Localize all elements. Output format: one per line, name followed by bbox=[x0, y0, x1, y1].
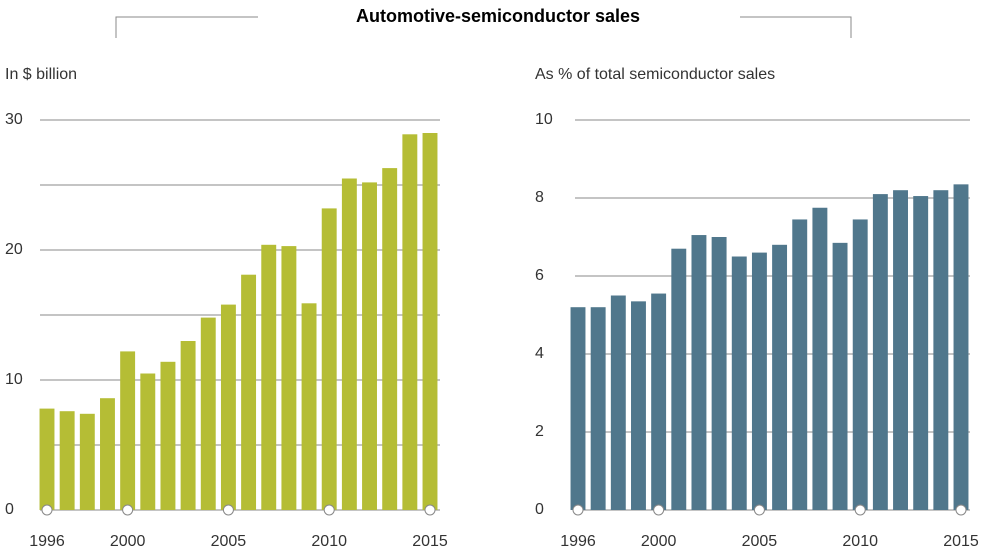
bar bbox=[913, 196, 929, 511]
y-tick-label: 4 bbox=[535, 345, 544, 362]
bar bbox=[220, 304, 236, 510]
title: Automotive-semiconductor sales bbox=[356, 6, 640, 26]
x-tick-marker bbox=[424, 504, 436, 516]
bar bbox=[872, 194, 888, 510]
x-tick-marker bbox=[955, 504, 967, 516]
x-tick-marker bbox=[323, 504, 335, 516]
bracket-left bbox=[115, 16, 258, 38]
bar bbox=[812, 207, 828, 510]
bar bbox=[402, 134, 418, 511]
x-tick-label: 2005 bbox=[742, 533, 778, 550]
bar bbox=[281, 246, 297, 510]
x-tick-label: 2015 bbox=[943, 533, 979, 550]
bar bbox=[301, 303, 317, 510]
x-tick-marker bbox=[653, 504, 665, 516]
bar bbox=[362, 182, 377, 510]
bar bbox=[610, 295, 626, 510]
x-tick-marker bbox=[122, 504, 134, 516]
bar bbox=[160, 361, 176, 510]
x-tick-label: 2000 bbox=[110, 533, 146, 550]
bar bbox=[140, 373, 156, 510]
x-tick-label: 2010 bbox=[842, 533, 878, 550]
bracket-right bbox=[740, 16, 852, 38]
x-tick-marker bbox=[854, 504, 866, 516]
x-tick-marker bbox=[222, 504, 234, 516]
bar bbox=[832, 242, 848, 510]
x-tick-marker bbox=[572, 504, 584, 516]
bar bbox=[953, 184, 969, 510]
bar bbox=[570, 307, 586, 510]
x-tick-label: 2005 bbox=[211, 533, 247, 550]
y-tick-label: 10 bbox=[535, 111, 553, 128]
bar bbox=[933, 190, 949, 510]
bar bbox=[651, 293, 667, 510]
bar bbox=[792, 219, 808, 510]
x-tick-label: 1996 bbox=[560, 533, 596, 550]
bar bbox=[39, 408, 55, 510]
x-tick-label: 2000 bbox=[641, 533, 677, 550]
bar bbox=[711, 237, 727, 510]
bar bbox=[893, 190, 908, 510]
x-tick-label: 1996 bbox=[29, 533, 65, 550]
bar bbox=[180, 341, 196, 510]
y-axis-label: As % of total semiconductor sales bbox=[535, 66, 775, 83]
y-axis-label: In $ billion bbox=[5, 66, 77, 83]
bar bbox=[422, 133, 438, 510]
bar bbox=[261, 244, 277, 511]
bar bbox=[731, 256, 747, 510]
x-tick-marker bbox=[753, 504, 765, 516]
bar bbox=[671, 248, 687, 510]
y-tick-label: 6 bbox=[535, 267, 544, 284]
y-tick-label: 10 bbox=[5, 371, 23, 388]
bar bbox=[341, 178, 357, 510]
bar bbox=[321, 208, 337, 510]
bar bbox=[79, 413, 95, 510]
bar bbox=[751, 252, 767, 510]
bar bbox=[200, 317, 216, 510]
y-tick-label: 0 bbox=[5, 501, 14, 518]
bar bbox=[691, 235, 707, 511]
bar bbox=[590, 307, 606, 510]
bar bbox=[120, 351, 136, 510]
bar bbox=[241, 274, 257, 510]
y-tick-label: 8 bbox=[535, 189, 544, 206]
x-tick-marker bbox=[41, 504, 53, 516]
bar bbox=[100, 398, 115, 510]
x-tick-label: 2015 bbox=[412, 533, 448, 550]
y-tick-label: 2 bbox=[535, 423, 544, 440]
bar bbox=[382, 168, 398, 510]
bar bbox=[772, 244, 788, 511]
x-tick-label: 2010 bbox=[311, 533, 347, 550]
y-tick-label: 30 bbox=[5, 111, 23, 128]
bar bbox=[852, 219, 868, 510]
bar bbox=[631, 301, 646, 510]
y-tick-label: 20 bbox=[5, 241, 23, 258]
bar bbox=[59, 411, 75, 510]
y-tick-label: 0 bbox=[535, 501, 544, 518]
